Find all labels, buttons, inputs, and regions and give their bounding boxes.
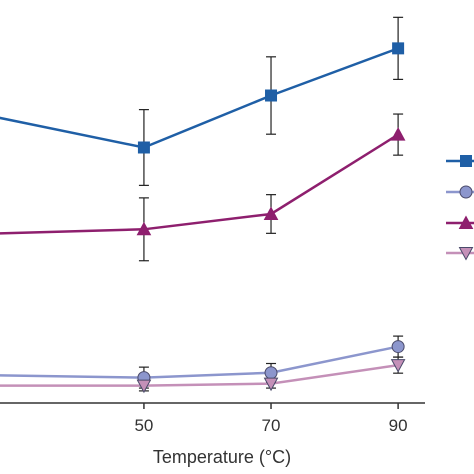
data-markers (136, 42, 406, 394)
x-axis: 25507090 (0, 402, 425, 435)
x-tick-label: 50 (134, 416, 153, 435)
data-point (136, 379, 152, 394)
data-point (265, 89, 278, 102)
data-point (391, 340, 405, 354)
series-line-3 (0, 133, 399, 235)
legend (446, 155, 474, 261)
data-point (390, 127, 406, 141)
data-point (392, 42, 405, 55)
legend-marker-2 (459, 185, 473, 199)
legend-marker-1 (460, 155, 472, 167)
series-lines (0, 47, 399, 387)
x-axis-title: Temperature (°C) (153, 447, 291, 467)
legend-marker-4 (458, 247, 474, 261)
legend-marker-3 (458, 215, 474, 229)
x-tick-label: 90 (389, 416, 408, 435)
series-line-1 (0, 47, 399, 149)
data-point (390, 359, 406, 373)
data-point (263, 377, 279, 392)
data-point (263, 206, 279, 220)
series-line-2 (0, 345, 399, 379)
data-point (136, 221, 152, 236)
error-bars (138, 16, 404, 392)
series-line-4 (0, 363, 399, 387)
data-point (264, 366, 278, 380)
data-point (137, 141, 150, 154)
x-tick-label: 70 (262, 416, 281, 435)
